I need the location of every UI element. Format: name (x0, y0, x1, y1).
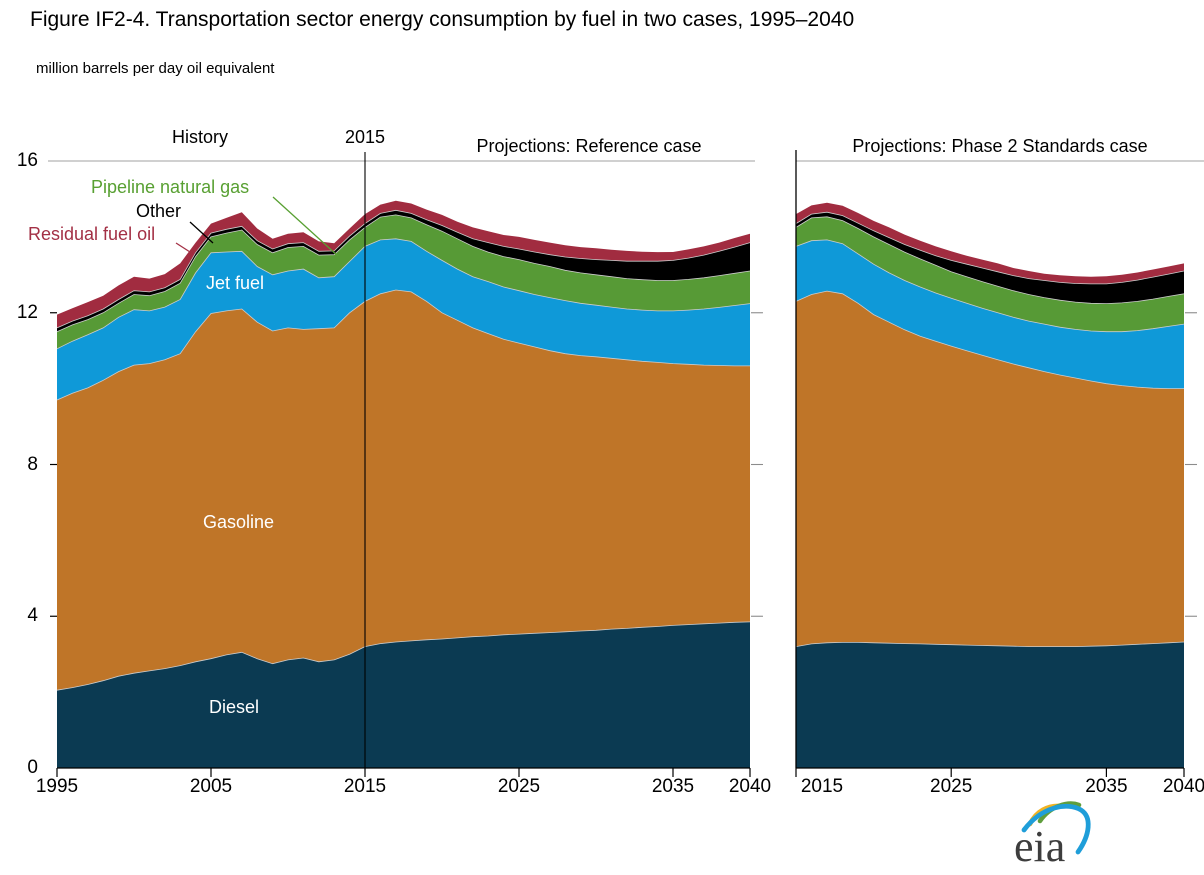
band-edge-phase2-2 (795, 239, 1185, 333)
area-phase2-other (796, 212, 1184, 304)
area-reference-gasoline (57, 290, 750, 691)
series-label-jet-fuel: Jet fuel (206, 273, 265, 293)
leader-line-pipeline-natural-gas (272, 196, 339, 257)
area-phase2-pipeline-natural-gas (796, 216, 1184, 332)
y-axis-tick-label-12: 12 (16, 301, 38, 323)
area-phase2-diesel (796, 642, 1184, 768)
panel-areas-phase2 (795, 202, 1185, 768)
history-label: History (171, 127, 229, 147)
panel-areas-reference (56, 200, 751, 768)
leader-line-residual-fuel-oil (175, 242, 191, 253)
area-reference-diesel (57, 621, 750, 768)
leader-line-other (189, 221, 214, 244)
eia-logo: eia (1014, 801, 1091, 871)
band-edge-reference-0 (56, 621, 751, 691)
x-axis-tick-label-left-1995: 1995 (35, 776, 79, 797)
y-axis-tick-label-8: 8 (27, 453, 38, 475)
series-label-residual-fuel-oil: Residual fuel oil (28, 224, 156, 244)
figure-title: Figure IF2-4. Transportation sector ener… (30, 8, 855, 31)
band-edge-reference-3 (56, 214, 751, 333)
series-label-gasoline: Gasoline (203, 512, 275, 532)
band-edge-phase2-4 (795, 211, 1185, 285)
y-axis-tick-label-0: 0 (27, 757, 38, 778)
band-edge-phase2-3 (795, 216, 1185, 305)
area-phase2-residual-fuel-oil (796, 202, 1184, 284)
x-axis-tick-label-right-2040: 2040 (1162, 776, 1204, 797)
x-axis-tick-label-left-2005: 2005 (189, 776, 233, 797)
x-axis-tick-label-right-2015: 2015 (800, 776, 844, 797)
y-axis-tick-label-16: 16 (16, 150, 38, 171)
series-label-diesel: Diesel (209, 697, 260, 717)
band-edge-reference-1 (56, 289, 750, 401)
eia-logo-text: eia (1014, 822, 1065, 871)
x-axis-tick-label-right-2035: 2035 (1085, 776, 1128, 797)
area-reference-pipeline-natural-gas (57, 214, 750, 349)
x-axis-tick-label-left-2015: 2015 (343, 776, 387, 797)
series-label-other: Other (136, 201, 182, 221)
series-label-pipeline-natural-gas: Pipeline natural gas (91, 177, 250, 197)
x-axis-tick-label-left-2025: 2025 (497, 776, 541, 797)
band-edge-phase2-0 (795, 641, 1185, 647)
right-panel-title: Projections: Phase 2 Standards case (852, 136, 1148, 156)
figure-unit-subtitle: million barrels per day oil equivalent (36, 60, 275, 77)
x-axis-tick-label-left-2035: 2035 (651, 776, 695, 797)
divider-year-label: 2015 (344, 127, 386, 147)
eia-logo-blue-swoosh-icon (1021, 803, 1091, 855)
area-phase2-jet-fuel (796, 239, 1184, 389)
band-edge-reference-4 (56, 209, 751, 329)
band-edge-phase2-1 (795, 290, 1184, 390)
y-axis-tick-label-4: 4 (27, 605, 38, 627)
area-reference-jet-fuel (57, 238, 750, 400)
area-phase2-gasoline (796, 291, 1184, 647)
left-panel-title: Projections: Reference case (476, 136, 702, 156)
x-axis-tick-label-left-2040: 2040 (728, 776, 772, 797)
area-reference-other (57, 210, 750, 332)
x-axis-tick-label-right-2025: 2025 (930, 776, 973, 797)
band-edge-reference-2 (56, 238, 751, 350)
